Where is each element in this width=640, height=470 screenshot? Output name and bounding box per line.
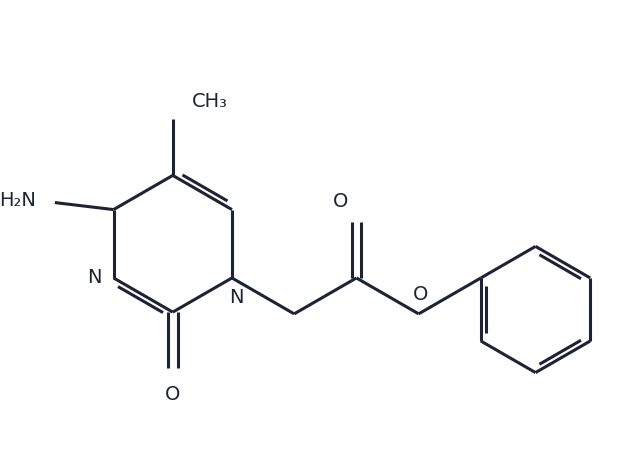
Text: N: N	[87, 268, 102, 288]
Text: O: O	[165, 385, 180, 404]
Text: H₂N: H₂N	[0, 191, 36, 210]
Text: O: O	[333, 192, 348, 211]
Text: N: N	[229, 288, 244, 307]
Text: CH₃: CH₃	[191, 92, 227, 111]
Text: O: O	[413, 285, 428, 304]
